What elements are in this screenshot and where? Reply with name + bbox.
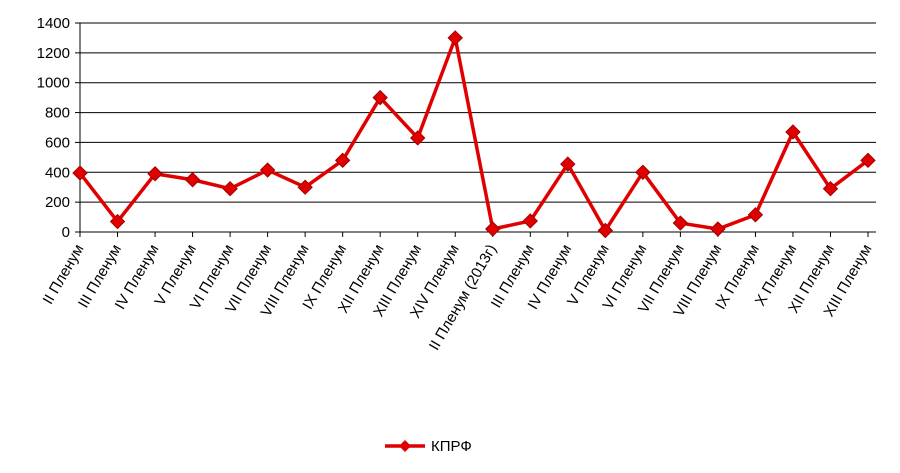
legend-label: КПРФ <box>431 438 472 455</box>
marker <box>109 213 126 230</box>
marker <box>635 164 651 180</box>
marker <box>334 152 351 169</box>
y-tick-label: 600 <box>45 134 70 151</box>
x-tick-label: II Пленум (2013г) <box>426 242 500 354</box>
marker <box>222 180 238 197</box>
y-tick-label: 800 <box>45 105 70 122</box>
marker <box>184 172 201 188</box>
marker <box>822 180 839 197</box>
marker <box>447 30 463 46</box>
marker <box>410 130 426 146</box>
y-tick-label: 1000 <box>37 75 70 92</box>
marker <box>860 152 876 169</box>
marker <box>672 215 689 231</box>
y-tick-label: 1400 <box>37 15 70 32</box>
marker <box>560 156 576 172</box>
y-tick-label: 400 <box>45 164 70 181</box>
marker <box>297 179 313 195</box>
marker <box>72 165 88 181</box>
marker <box>147 166 163 182</box>
marker <box>259 162 276 178</box>
y-tick-label: 200 <box>45 194 70 211</box>
series-line <box>78 36 870 233</box>
marker <box>372 89 388 106</box>
marker <box>522 213 538 229</box>
marker <box>785 124 801 140</box>
marker <box>747 207 764 223</box>
marker <box>710 221 726 237</box>
y-tick-label: 0 <box>62 224 70 241</box>
marker <box>485 221 501 237</box>
legend-marker <box>399 440 411 452</box>
y-tick-label: 1200 <box>37 45 70 62</box>
marker <box>597 222 614 239</box>
